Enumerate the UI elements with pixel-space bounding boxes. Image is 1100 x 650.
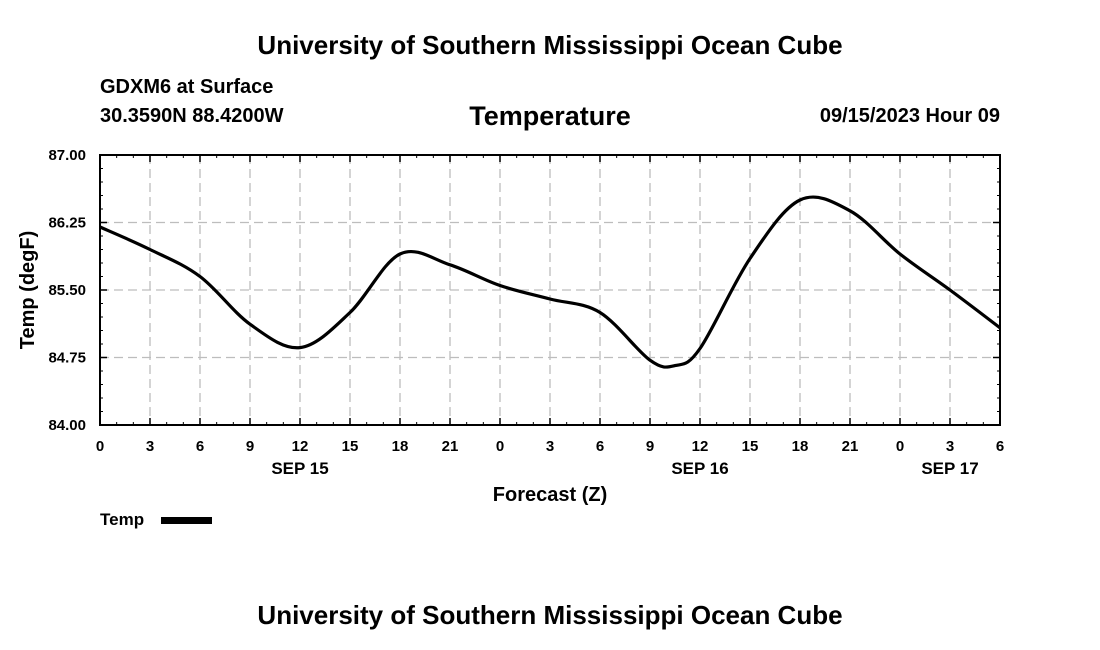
grid-lines bbox=[100, 155, 1000, 425]
y-tick-label: 84.00 bbox=[48, 417, 86, 434]
date-label: SEP 16 bbox=[671, 459, 728, 478]
chart-title: Temperature bbox=[469, 101, 631, 131]
x-tick-label: 21 bbox=[842, 438, 859, 455]
date-label: SEP 15 bbox=[271, 459, 328, 478]
x-tick-label: 21 bbox=[442, 438, 459, 455]
date-label: SEP 17 bbox=[921, 459, 978, 478]
x-tick-label: 3 bbox=[946, 438, 954, 455]
station-label: GDXM6 at Surface bbox=[100, 76, 274, 98]
legend-swatch bbox=[161, 517, 212, 524]
x-tick-label: 12 bbox=[692, 438, 709, 455]
x-tick-label: 12 bbox=[292, 438, 309, 455]
x-tick-label: 6 bbox=[996, 438, 1004, 455]
x-tick-label: 0 bbox=[496, 438, 504, 455]
temp-series-line bbox=[99, 195, 1001, 369]
footer-title: University of Southern Mississippi Ocean… bbox=[257, 600, 843, 630]
x-tick-labels: 0 3 6 9 12 15 18 21 0 3 6 9 12 15 18 21 0 3 6 bbox=[96, 438, 1004, 455]
y-tick-label: 86.25 bbox=[48, 215, 86, 232]
y-tick-label: 84.75 bbox=[48, 350, 86, 367]
y-tick-label: 85.50 bbox=[48, 282, 86, 299]
date-labels: SEP 15 SEP 16 SEP 17 bbox=[271, 459, 978, 478]
x-tick-label: 6 bbox=[596, 438, 604, 455]
x-tick-label: 6 bbox=[196, 438, 204, 455]
x-tick-label: 9 bbox=[646, 438, 654, 455]
x-tick-label: 0 bbox=[96, 438, 104, 455]
x-tick-label: 0 bbox=[896, 438, 904, 455]
y-axis-title: Temp (degF) bbox=[17, 231, 39, 350]
x-tick-label: 15 bbox=[342, 438, 359, 455]
valid-time-label: 09/15/2023 Hour 09 bbox=[819, 105, 1000, 127]
y-tick-labels: 84.00 84.75 85.50 86.25 87.00 bbox=[48, 147, 86, 434]
y-tick-label: 87.00 bbox=[48, 147, 86, 164]
plot-area-frame bbox=[99, 154, 1001, 426]
main-title: University of Southern Mississippi Ocean… bbox=[257, 30, 843, 60]
x-tick-label: 9 bbox=[246, 438, 254, 455]
x-tick-label: 18 bbox=[392, 438, 409, 455]
x-axis-title: Forecast (Z) bbox=[493, 484, 607, 506]
x-tick-label: 3 bbox=[546, 438, 554, 455]
x-tick-label: 18 bbox=[792, 438, 809, 455]
series-layer bbox=[99, 195, 1001, 369]
legend: Temp bbox=[100, 510, 212, 529]
x-tick-label: 15 bbox=[742, 438, 759, 455]
legend-label: Temp bbox=[100, 510, 144, 529]
x-tick-label: 3 bbox=[146, 438, 154, 455]
coordinates-label: 30.3590N 88.4200W bbox=[100, 105, 284, 127]
